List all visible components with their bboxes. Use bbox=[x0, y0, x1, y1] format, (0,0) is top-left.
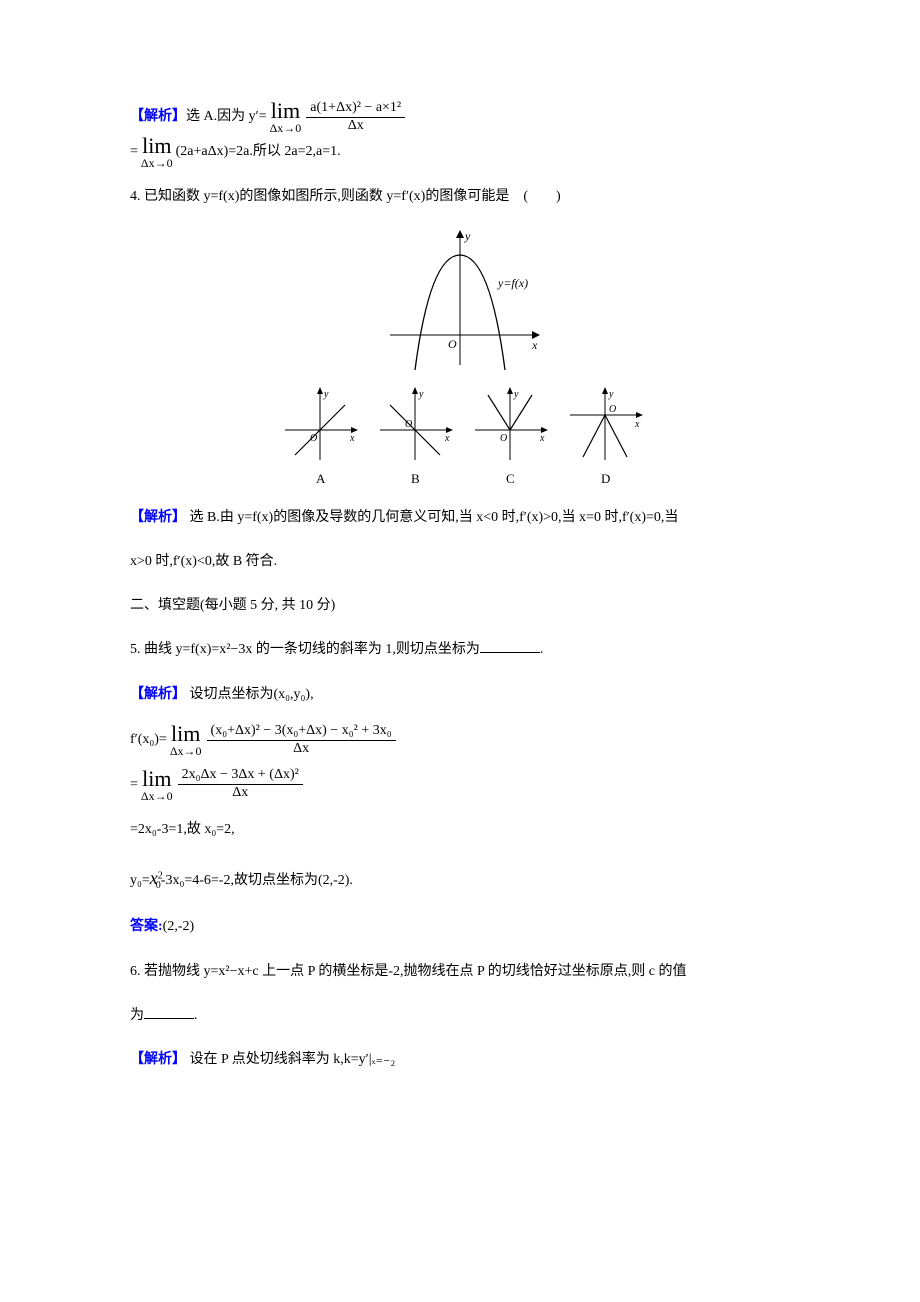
q6-analysis: 【解析】 设在 P 点处切线斜率为 k,k=y′|ₓ₌₋₂ bbox=[130, 1044, 790, 1076]
q5-result-2: y₀=x20-3x₀=4-6=-2,故切点坐标为(2,-2). bbox=[130, 858, 790, 899]
q3-text: 选 A.因为 y′= bbox=[186, 101, 267, 133]
q5-analysis-text: 设切点坐标为(x₀,y₀), bbox=[190, 687, 314, 702]
blank-field bbox=[480, 639, 540, 653]
fprime: f′(x₀)= bbox=[130, 724, 167, 756]
q3-analysis-line2: = lim Δx→0 (2a+aΔx)=2a.所以 2a=2,a=1. bbox=[130, 135, 790, 169]
fraction: 2x₀Δx − 3Δx + (Δx)² Δx bbox=[178, 767, 303, 802]
fraction: (x₀+Δx)² − 3(x₀+Δx) − x₀² + 3x₀ Δx bbox=[207, 723, 396, 758]
analysis-label: 【解析】 bbox=[130, 510, 186, 525]
q4-analysis-2: x>0 时,f′(x)<0,故 B 符合. bbox=[130, 546, 790, 578]
limit-symbol: lim Δx→0 bbox=[141, 135, 173, 169]
q5-answer: 答案:(2,-2) bbox=[130, 911, 790, 943]
svg-text:B: B bbox=[411, 471, 420, 486]
svg-text:A: A bbox=[316, 471, 326, 486]
answer-label: 答案: bbox=[130, 919, 163, 934]
limit-symbol: lim Δx→0 bbox=[270, 100, 302, 134]
analysis-label: 【解析】 bbox=[130, 1052, 186, 1067]
equals: = bbox=[130, 136, 138, 168]
q5-analysis-intro: 【解析】 设切点坐标为(x₀,y₀), bbox=[130, 679, 790, 711]
svg-text:y: y bbox=[323, 389, 329, 400]
q6-question-1: 6. 若抛物线 y=x²−x+c 上一点 P 的横坐标是-2,抛物线在点 P 的… bbox=[130, 956, 790, 988]
blank-field bbox=[144, 1005, 194, 1019]
q6-analysis-text: 设在 P 点处切线斜率为 k,k=y′|ₓ₌₋₂ bbox=[190, 1052, 396, 1067]
analysis-label: 【解析】 bbox=[130, 101, 186, 133]
svg-text:x: x bbox=[349, 433, 355, 444]
limit-symbol: lim Δx→0 bbox=[170, 723, 202, 757]
svg-text:O: O bbox=[448, 337, 457, 351]
q3-analysis-line1: 【解析】 选 A.因为 y′= lim Δx→0 a(1+Δx)² − a×1²… bbox=[130, 100, 790, 135]
svg-text:C: C bbox=[506, 471, 515, 486]
svg-text:O: O bbox=[609, 404, 616, 415]
svg-text:y: y bbox=[464, 229, 471, 243]
q4-main-graph: y x O y=f(x) bbox=[370, 225, 550, 375]
q4-question: 4. 已知函数 y=f(x)的图像如图所示,则函数 y=f′(x)的图像可能是 … bbox=[130, 181, 790, 213]
svg-text:O: O bbox=[405, 419, 412, 430]
q4-options-graph: y x O A y x O B y x O C y x O bbox=[270, 385, 650, 490]
limit-symbol: lim Δx→0 bbox=[141, 768, 173, 802]
svg-text:y: y bbox=[608, 389, 614, 400]
fraction: a(1+Δx)² − a×1² Δx bbox=[306, 100, 405, 135]
svg-text:O: O bbox=[310, 433, 317, 444]
svg-text:x: x bbox=[444, 433, 450, 444]
equals: = bbox=[130, 769, 138, 801]
q4-analysis-text1: 选 B.由 y=f(x)的图像及导数的几何意义可知,当 x<0 时,f′(x)>… bbox=[190, 510, 679, 525]
q4-analysis-1: 【解析】 选 B.由 y=f(x)的图像及导数的几何意义可知,当 x<0 时,f… bbox=[130, 502, 790, 534]
svg-text:y: y bbox=[418, 389, 424, 400]
svg-text:y=f(x): y=f(x) bbox=[497, 276, 528, 290]
svg-text:O: O bbox=[500, 433, 507, 444]
q5-formula-2: = lim Δx→0 2x₀Δx − 3Δx + (Δx)² Δx bbox=[130, 767, 790, 802]
q5-formula-1: f′(x₀)= lim Δx→0 (x₀+Δx)² − 3(x₀+Δx) − x… bbox=[130, 723, 790, 758]
q5-answer-value: (2,-2) bbox=[163, 919, 195, 934]
svg-text:x: x bbox=[531, 338, 538, 352]
analysis-label: 【解析】 bbox=[130, 687, 186, 702]
section-2-title: 二、填空题(每小题 5 分, 共 10 分) bbox=[130, 590, 790, 622]
svg-text:x: x bbox=[634, 419, 640, 430]
q3-result: (2a+aΔx)=2a.所以 2a=2,a=1. bbox=[176, 136, 341, 168]
q5-result-1: =2x₀-3=1,故 x₀=2, bbox=[130, 814, 790, 846]
q6-question-2: 为. bbox=[130, 1000, 790, 1032]
svg-text:y: y bbox=[513, 389, 519, 400]
svg-text:x: x bbox=[539, 433, 545, 444]
q5-question: 5. 曲线 y=f(x)=x²−3x 的一条切线的斜率为 1,则切点坐标为. bbox=[130, 634, 790, 666]
svg-text:D: D bbox=[601, 471, 610, 486]
